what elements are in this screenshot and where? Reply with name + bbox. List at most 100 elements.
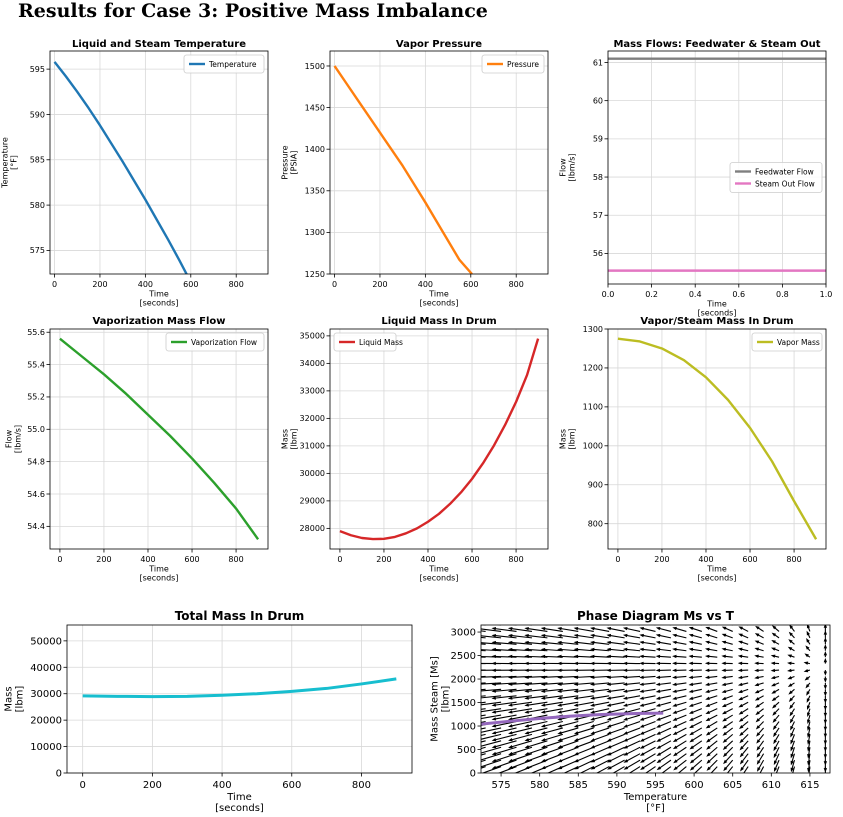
quiver-arrow: [658, 721, 672, 728]
quiver-arrowhead: [790, 732, 794, 738]
quiver-arrowhead: [574, 765, 579, 770]
quiver-arrow: [493, 655, 517, 658]
quiver-arrowhead: [590, 765, 596, 770]
quiver-arrowhead: [557, 682, 562, 686]
quiver-arrowhead: [639, 731, 645, 735]
quiver-arrow: [497, 625, 502, 626]
x-tick-label: 400: [213, 780, 232, 791]
quiver-arrowhead: [508, 738, 513, 742]
quiver-arrow: [691, 753, 703, 763]
quiver-arrowhead: [655, 696, 661, 700]
y-axis-label: [lbm]: [15, 686, 26, 713]
quiver-arrow: [576, 740, 594, 748]
y-tick-label: 1500: [305, 62, 325, 71]
quiver-arrowhead: [459, 717, 464, 720]
quiver-arrow: [481, 635, 502, 639]
quiver-arrow: [809, 625, 810, 626]
quiver-arrow: [481, 701, 502, 706]
quiver-arrowhead: [823, 650, 828, 656]
quiver-arrowhead: [672, 640, 677, 645]
quiver-arrow: [543, 682, 563, 685]
x-tick-label: 590: [607, 780, 626, 791]
quiver-arrowhead: [721, 696, 727, 700]
quiver-arrow: [528, 625, 532, 626]
quiver-arrowhead: [738, 626, 744, 630]
quiver-arrowhead: [773, 739, 777, 745]
quiver-arrowhead: [540, 724, 546, 728]
y-tick-label: 28000: [300, 524, 325, 533]
quiver-arrow: [543, 720, 563, 727]
quiver-arrowhead: [755, 704, 760, 708]
quiver-arrowhead: [689, 759, 695, 764]
quiver-arrowhead: [623, 759, 629, 763]
quiver-arrow: [510, 740, 533, 748]
quiver-arrow: [481, 766, 486, 769]
quiver-arrowhead: [491, 647, 496, 652]
quiver-arrow: [674, 634, 687, 639]
page-heading: Results for Case 3: Positive Mass Imbala…: [18, 0, 488, 22]
y-tick-label: 1300: [583, 325, 603, 334]
quiver-arrowhead: [721, 703, 727, 708]
quiver-arrowhead: [623, 717, 628, 721]
y-tick-label: 50000: [30, 636, 62, 647]
legend-label: Vaporization Flow: [191, 338, 257, 347]
quiver-arrow: [691, 740, 703, 749]
quiver-arrowhead: [460, 779, 465, 782]
y-tick-label: 55.0: [27, 425, 45, 434]
x-tick-label: 200: [143, 780, 162, 791]
quiver-arrowhead: [705, 724, 711, 729]
quiver-arrow: [481, 708, 502, 713]
quiver-arrowhead: [524, 647, 529, 652]
quiver-arrowhead: [823, 637, 828, 642]
quiver-arrow: [481, 701, 486, 704]
quiver-arrow: [608, 688, 625, 692]
quiver-arrowhead: [507, 627, 513, 631]
quiver-arrowhead: [673, 780, 677, 784]
quiver-arrow: [592, 634, 610, 639]
quiver-arrowhead: [590, 738, 595, 742]
quiver-arrow: [481, 759, 502, 768]
quiver-arrowhead: [772, 618, 776, 622]
x-tick-label: 575: [492, 780, 511, 791]
quiver-arrowhead: [789, 711, 794, 717]
x-tick-label: 200: [372, 280, 387, 289]
quiver-arrowhead: [590, 745, 596, 749]
quiver-arrow: [543, 695, 563, 699]
quiver-arrow: [658, 627, 672, 632]
x-tick-label: 585: [569, 780, 588, 791]
quiver-arrow: [559, 733, 579, 741]
quiver-arrowhead: [739, 619, 744, 623]
quiver-arrow: [493, 753, 517, 762]
quiver-arrowhead: [573, 682, 579, 686]
quiver-arrowhead: [790, 753, 794, 759]
quiver-arrowhead: [790, 725, 794, 731]
quiver-arrowhead: [772, 725, 777, 730]
quiver-arrow: [674, 753, 687, 763]
quiver-arrowhead: [540, 668, 546, 673]
quiver-arrow: [559, 675, 579, 678]
x-tick-label: 200: [376, 555, 391, 564]
quiver-arrowhead: [740, 774, 744, 779]
chart-total: 0 200 400 600 800 0 10000 20000 30000 40000 50000 T…: [4, 609, 413, 814]
quiver-arrow: [543, 708, 563, 713]
quiver-arrowhead: [806, 630, 810, 636]
quiver-arrow: [658, 648, 672, 652]
quiver-arrowhead: [606, 626, 612, 631]
quiver-arrowhead: [721, 710, 727, 715]
quiver-arrowhead: [606, 689, 611, 693]
quiver-arrowhead: [593, 772, 594, 773]
quiver-arrow: [612, 766, 625, 773]
quiver-arrow: [526, 634, 548, 639]
quiver-arrow: [493, 641, 517, 645]
x-axis-label: [seconds]: [420, 299, 459, 308]
quiver-arrowhead: [655, 661, 661, 666]
quiver-arrowhead: [639, 668, 644, 673]
quiver-arrowhead: [622, 633, 628, 638]
quiver-arrowhead: [773, 760, 778, 766]
quiver-arrowhead: [807, 747, 811, 752]
chart-liqmass: 0 200 400 600 800 28000 29000 30000 31000 32000 33…: [281, 316, 549, 583]
quiver-arrowhead: [508, 744, 513, 749]
y-tick-label: 20000: [30, 716, 62, 727]
plot-frame: [607, 50, 827, 285]
quiver-arrowhead: [706, 745, 711, 750]
